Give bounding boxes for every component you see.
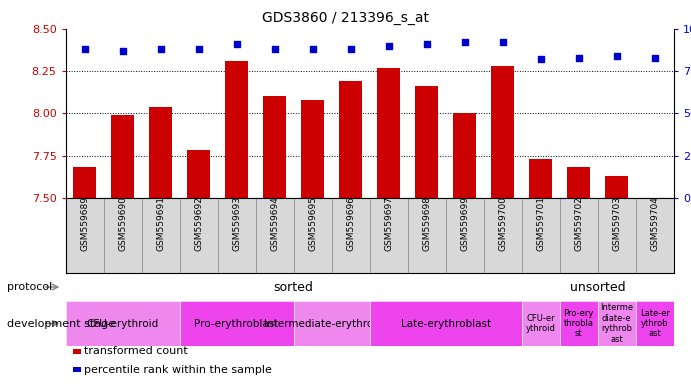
Text: Late-erythroblast: Late-erythroblast: [401, 318, 491, 329]
Text: Intermediate-erythroblast: Intermediate-erythroblast: [264, 318, 399, 329]
Point: [421, 41, 433, 47]
Text: development stage: development stage: [7, 318, 115, 329]
Point: [193, 46, 205, 52]
Text: Interme
diate-e
rythrob
ast: Interme diate-e rythrob ast: [600, 303, 633, 344]
Text: CFU-erythroid: CFU-erythroid: [86, 318, 159, 329]
Point: [536, 56, 547, 62]
Point: [269, 46, 281, 52]
Bar: [491, 66, 514, 198]
Text: transformed count: transformed count: [84, 346, 188, 356]
Text: Pro-ery
throbla
st: Pro-ery throbla st: [564, 309, 594, 338]
Point: [307, 46, 318, 52]
Bar: [263, 96, 286, 198]
Point: [497, 39, 508, 45]
Point: [612, 53, 623, 59]
Bar: [225, 61, 248, 198]
Bar: [377, 68, 400, 198]
Bar: [529, 159, 552, 198]
Bar: [301, 100, 324, 198]
Bar: [453, 113, 476, 198]
Bar: [187, 151, 210, 198]
Point: [650, 55, 661, 61]
Point: [79, 46, 90, 52]
Text: sorted: sorted: [274, 281, 314, 293]
Bar: [111, 115, 134, 198]
Point: [345, 46, 357, 52]
Text: Pro-erythroblast: Pro-erythroblast: [194, 318, 279, 329]
Point: [117, 48, 129, 54]
Point: [459, 39, 470, 45]
Text: Late-er
ythrob
ast: Late-er ythrob ast: [640, 309, 670, 338]
Point: [231, 41, 243, 47]
Text: percentile rank within the sample: percentile rank within the sample: [84, 365, 272, 375]
Text: unsorted: unsorted: [570, 281, 625, 293]
Text: CFU-er
ythroid: CFU-er ythroid: [526, 314, 556, 333]
Bar: [605, 176, 628, 198]
Point: [574, 55, 585, 61]
Text: protocol: protocol: [7, 282, 52, 292]
Bar: [73, 167, 96, 198]
Text: GDS3860 / 213396_s_at: GDS3860 / 213396_s_at: [262, 11, 429, 25]
Bar: [415, 86, 438, 198]
Point: [155, 46, 166, 52]
Bar: [567, 167, 590, 198]
Bar: [339, 81, 362, 198]
Point: [383, 43, 394, 49]
Bar: [149, 106, 172, 198]
